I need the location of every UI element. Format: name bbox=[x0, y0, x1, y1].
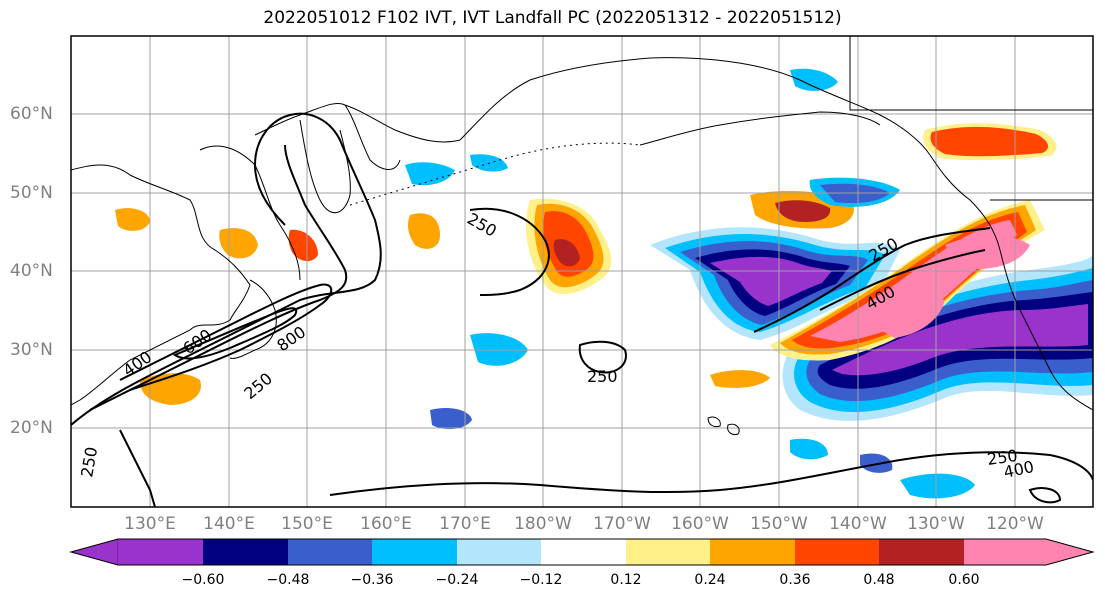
lon-label: 180°W bbox=[514, 514, 572, 534]
colorbar-outline bbox=[69, 538, 1095, 566]
coastlines bbox=[71, 36, 1093, 435]
colorbar-bin bbox=[118, 539, 203, 565]
lat-label-20n: 20°N bbox=[10, 418, 53, 438]
colorbar-tick-label: 0.60 bbox=[948, 572, 980, 588]
colorbar bbox=[69, 538, 1095, 566]
lon-label: 170°E bbox=[439, 514, 491, 534]
colorbar-tick-label: 0.12 bbox=[610, 572, 642, 588]
map-title: 2022051012 F102 IVT, IVT Landfall PC (20… bbox=[263, 8, 842, 28]
colorbar-bin bbox=[457, 539, 541, 565]
colorbar-tick-label: −0.36 bbox=[350, 572, 394, 588]
colorbar-tick-label: 0.48 bbox=[863, 572, 895, 588]
colorbar-bin bbox=[372, 539, 457, 565]
lon-label: 130°E bbox=[124, 514, 176, 534]
gridlines bbox=[71, 36, 1093, 507]
colorbar-tick-label: −0.48 bbox=[266, 572, 310, 588]
colorbar-bin bbox=[795, 539, 879, 565]
colorbar-tick-label: −0.24 bbox=[435, 572, 479, 588]
colorbar-over-triangle bbox=[964, 539, 1093, 565]
lon-label: 150°E bbox=[281, 514, 333, 534]
lat-label-40n: 40°N bbox=[10, 261, 53, 281]
contour-label: 600 bbox=[179, 325, 215, 358]
lon-label: 140°W bbox=[829, 514, 887, 534]
lon-label: 130°W bbox=[907, 514, 965, 534]
contour-label: 250 bbox=[587, 367, 618, 386]
lon-label: 140°E bbox=[203, 514, 255, 534]
colorbar-bin bbox=[288, 539, 372, 565]
map-frame bbox=[70, 35, 1094, 508]
shaded-field bbox=[115, 68, 1093, 499]
colorbar-bin bbox=[879, 539, 964, 565]
colorbar-bin bbox=[203, 539, 288, 565]
ivt-contours bbox=[71, 112, 1093, 507]
lat-label-60n: 60°N bbox=[10, 104, 53, 124]
colorbar-tick-label: 0.36 bbox=[779, 572, 811, 588]
lon-label: 160°W bbox=[671, 514, 729, 534]
contour-label: 250 bbox=[77, 445, 101, 478]
colorbar-tick-label: 0.24 bbox=[694, 572, 726, 588]
lon-label: 170°W bbox=[593, 514, 651, 534]
colorbar-bin bbox=[626, 539, 710, 565]
contour-label: 250 bbox=[986, 446, 1019, 469]
lon-label: 120°W bbox=[986, 514, 1044, 534]
colorbar-tick-label: −0.12 bbox=[519, 572, 563, 588]
colorbar-under-triangle bbox=[70, 538, 119, 566]
lat-label-30n: 30°N bbox=[10, 340, 53, 360]
colorbar-bin bbox=[541, 539, 626, 565]
lat-label-50n: 50°N bbox=[10, 183, 53, 203]
colorbar-tick-label: −0.60 bbox=[181, 572, 225, 588]
lon-label: 150°W bbox=[750, 514, 808, 534]
contour-label: 250 bbox=[464, 209, 500, 241]
lon-label: 160°E bbox=[360, 514, 412, 534]
contour-label: 250 bbox=[240, 369, 276, 403]
colorbar-bin bbox=[710, 539, 795, 565]
